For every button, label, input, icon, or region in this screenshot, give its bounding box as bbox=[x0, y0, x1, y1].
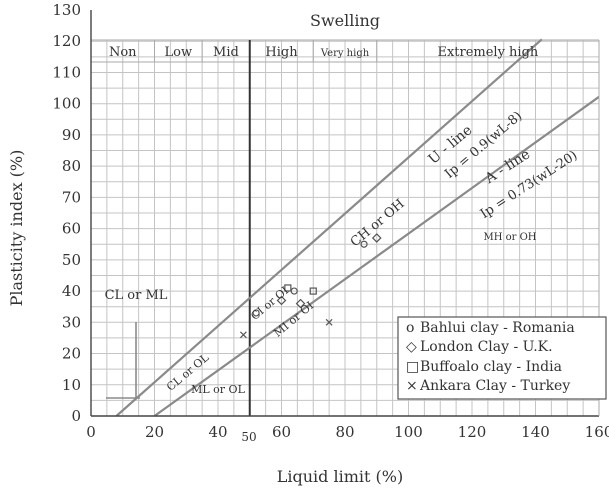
y-tick-label: 70 bbox=[62, 188, 81, 206]
y-tick-label: 30 bbox=[62, 313, 81, 331]
zone-label-cl-ml: CL or ML bbox=[105, 288, 168, 303]
data-point bbox=[295, 298, 306, 309]
legend-marker-1: ◇ bbox=[406, 339, 417, 355]
u-line bbox=[115, 38, 543, 417]
y-tick-label: 60 bbox=[62, 220, 81, 238]
data-point bbox=[371, 233, 382, 243]
extra-x-label-50: 50 bbox=[241, 430, 256, 444]
x-tick-label: 80 bbox=[335, 423, 354, 441]
y-tick-label: 110 bbox=[52, 63, 81, 81]
x-tick-label: 160 bbox=[585, 423, 609, 441]
swelling-zone-label: Non bbox=[109, 45, 137, 60]
a-line bbox=[153, 95, 600, 417]
zone-label-ci-oi: CI or OI bbox=[248, 284, 291, 323]
data-point bbox=[239, 331, 247, 339]
swelling-zone-label: Extremely high bbox=[437, 45, 538, 60]
data-point bbox=[284, 284, 292, 292]
cl-ml-marker bbox=[106, 322, 140, 399]
y-tick-label: 80 bbox=[62, 157, 81, 175]
x-axis-title: Liquid limit (%) bbox=[277, 467, 403, 486]
y-tick-label: 120 bbox=[52, 32, 81, 50]
zone-label-ml-ol: ML or OL bbox=[191, 383, 245, 396]
classification-lines bbox=[115, 38, 600, 417]
y-tick-label: 130 bbox=[52, 1, 81, 19]
y-tick-labels: 0 10 20 30 40 50 60 70 80 90 100 110 120 130 bbox=[52, 1, 81, 425]
swelling-title: Swelling bbox=[310, 11, 380, 30]
swelling-zone-label: Mid bbox=[213, 45, 239, 60]
data-point bbox=[309, 287, 317, 295]
zone-label-mh-oh: MH or OH bbox=[483, 232, 536, 243]
legend-label-1: London Clay - U.K. bbox=[420, 339, 553, 355]
legend-marker-3: × bbox=[406, 378, 418, 394]
data-point bbox=[276, 295, 287, 306]
swelling-zone-label: High bbox=[265, 45, 298, 60]
x-tick-label: 20 bbox=[145, 423, 164, 441]
y-tick-label: 20 bbox=[62, 345, 81, 363]
data-point bbox=[360, 240, 368, 248]
swelling-zone-label: Very high bbox=[320, 48, 370, 59]
legend-label-0: Bahlui clay - Romania bbox=[420, 320, 575, 336]
legend: o Bahlui clay - Romania ◇ London Clay - … bbox=[397, 316, 607, 400]
y-axis-title: Plasticity index (%) bbox=[7, 150, 26, 307]
swelling-zone-label: Low bbox=[165, 45, 193, 60]
x-tick-labels: 0 20 40 60 80 100 120 140 160 bbox=[86, 423, 609, 441]
legend-marker-2: □ bbox=[406, 359, 419, 375]
y-tick-label: 40 bbox=[62, 282, 81, 300]
y-tick-label: 90 bbox=[62, 126, 81, 144]
swelling-zone-labels: Non Low Mid High Very high Extremely high bbox=[109, 45, 539, 60]
data-point bbox=[252, 309, 260, 317]
x-tick-label: 40 bbox=[208, 423, 227, 441]
y-tick-label: 50 bbox=[62, 251, 81, 269]
legend-label-3: Ankara Clay - Turkey bbox=[419, 378, 570, 394]
legend-label-2: Buffoalo clay - India bbox=[420, 359, 562, 375]
y-tick-label: 10 bbox=[62, 376, 81, 394]
swelling-zone-boundaries bbox=[91, 39, 599, 416]
legend-box bbox=[397, 316, 607, 400]
y-tick-label: 0 bbox=[71, 407, 81, 425]
legend-marker-0: o bbox=[406, 320, 414, 336]
x-tick-label: 60 bbox=[272, 423, 291, 441]
zone-label-mi-oi: MI or OI bbox=[271, 299, 316, 340]
x-tick-label: 120 bbox=[458, 423, 487, 441]
data-points bbox=[239, 233, 382, 339]
x-tick-label: 100 bbox=[394, 423, 423, 441]
y-tick-label: 100 bbox=[52, 95, 81, 113]
x-tick-label: 0 bbox=[86, 423, 96, 441]
x-tick-label: 140 bbox=[521, 423, 550, 441]
data-point bbox=[325, 318, 333, 326]
